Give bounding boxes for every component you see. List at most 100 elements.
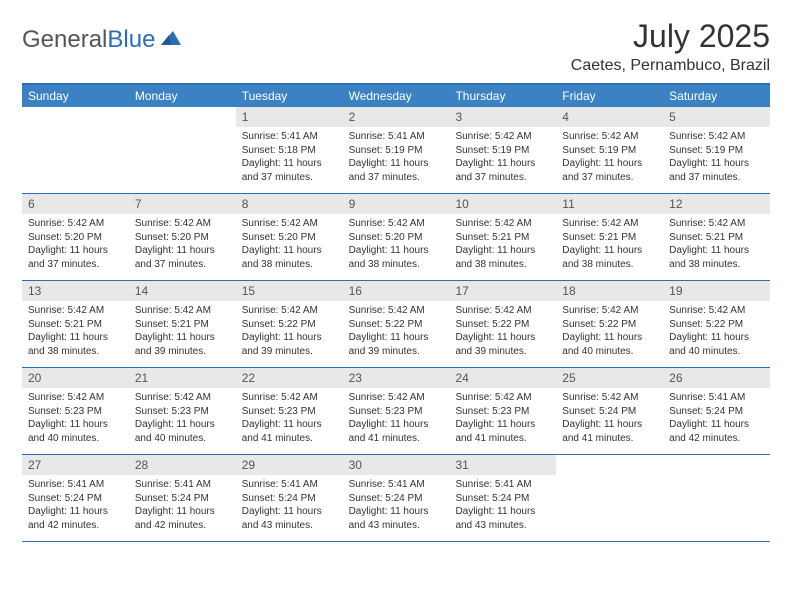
sunset-text: Sunset: 5:24 PM <box>28 492 123 506</box>
day-number: 27 <box>22 455 129 475</box>
day-number: 1 <box>236 107 343 127</box>
sunset-text: Sunset: 5:22 PM <box>349 318 444 332</box>
daylight-text: Daylight: 11 hours and 41 minutes. <box>562 418 657 445</box>
day-number: 14 <box>129 281 236 301</box>
day-cell: 9Sunrise: 5:42 AMSunset: 5:20 PMDaylight… <box>343 194 450 280</box>
sunset-text: Sunset: 5:21 PM <box>455 231 550 245</box>
day-content: Sunrise: 5:42 AMSunset: 5:21 PMDaylight:… <box>449 214 556 277</box>
daylight-text: Daylight: 11 hours and 38 minutes. <box>562 244 657 271</box>
daylight-text: Daylight: 11 hours and 38 minutes. <box>28 331 123 358</box>
sunrise-text: Sunrise: 5:41 AM <box>455 478 550 492</box>
day-cell: 30Sunrise: 5:41 AMSunset: 5:24 PMDayligh… <box>343 455 450 541</box>
sunset-text: Sunset: 5:23 PM <box>455 405 550 419</box>
weeks-container: 1Sunrise: 5:41 AMSunset: 5:18 PMDaylight… <box>22 107 770 542</box>
sunrise-text: Sunrise: 5:41 AM <box>242 130 337 144</box>
sunset-text: Sunset: 5:19 PM <box>455 144 550 158</box>
logo-text-blue: Blue <box>107 26 155 54</box>
day-cell: 7Sunrise: 5:42 AMSunset: 5:20 PMDaylight… <box>129 194 236 280</box>
sunrise-text: Sunrise: 5:42 AM <box>455 217 550 231</box>
sunrise-text: Sunrise: 5:42 AM <box>349 304 444 318</box>
day-number: 23 <box>343 368 450 388</box>
week-row: 27Sunrise: 5:41 AMSunset: 5:24 PMDayligh… <box>22 455 770 542</box>
sunset-text: Sunset: 5:21 PM <box>562 231 657 245</box>
day-cell: 23Sunrise: 5:42 AMSunset: 5:23 PMDayligh… <box>343 368 450 454</box>
sunrise-text: Sunrise: 5:42 AM <box>455 391 550 405</box>
day-number: 3 <box>449 107 556 127</box>
day-number: 8 <box>236 194 343 214</box>
day-content: Sunrise: 5:42 AMSunset: 5:23 PMDaylight:… <box>22 388 129 451</box>
daylight-text: Daylight: 11 hours and 37 minutes. <box>28 244 123 271</box>
daylight-text: Daylight: 11 hours and 39 minutes. <box>242 331 337 358</box>
sunset-text: Sunset: 5:21 PM <box>28 318 123 332</box>
daylight-text: Daylight: 11 hours and 42 minutes. <box>28 505 123 532</box>
daylight-text: Daylight: 11 hours and 41 minutes. <box>349 418 444 445</box>
day-number: 20 <box>22 368 129 388</box>
day-cell: 20Sunrise: 5:42 AMSunset: 5:23 PMDayligh… <box>22 368 129 454</box>
day-number: 30 <box>343 455 450 475</box>
weekday-header: Tuesday <box>236 85 343 107</box>
day-content: Sunrise: 5:42 AMSunset: 5:19 PMDaylight:… <box>449 127 556 190</box>
sunset-text: Sunset: 5:20 PM <box>28 231 123 245</box>
day-content: Sunrise: 5:42 AMSunset: 5:20 PMDaylight:… <box>129 214 236 277</box>
sunrise-text: Sunrise: 5:42 AM <box>562 391 657 405</box>
sunset-text: Sunset: 5:24 PM <box>349 492 444 506</box>
daylight-text: Daylight: 11 hours and 38 minutes. <box>242 244 337 271</box>
day-number: 15 <box>236 281 343 301</box>
day-number: 16 <box>343 281 450 301</box>
sunrise-text: Sunrise: 5:41 AM <box>669 391 764 405</box>
day-content: Sunrise: 5:42 AMSunset: 5:20 PMDaylight:… <box>22 214 129 277</box>
day-content: Sunrise: 5:42 AMSunset: 5:21 PMDaylight:… <box>22 301 129 364</box>
daylight-text: Daylight: 11 hours and 37 minutes. <box>349 157 444 184</box>
day-content: Sunrise: 5:42 AMSunset: 5:22 PMDaylight:… <box>663 301 770 364</box>
sunset-text: Sunset: 5:24 PM <box>135 492 230 506</box>
sunrise-text: Sunrise: 5:41 AM <box>28 478 123 492</box>
day-number: 13 <box>22 281 129 301</box>
sunrise-text: Sunrise: 5:42 AM <box>349 391 444 405</box>
daylight-text: Daylight: 11 hours and 39 minutes. <box>455 331 550 358</box>
sunrise-text: Sunrise: 5:41 AM <box>135 478 230 492</box>
day-content: Sunrise: 5:42 AMSunset: 5:23 PMDaylight:… <box>343 388 450 451</box>
sunset-text: Sunset: 5:19 PM <box>669 144 764 158</box>
day-cell: 2Sunrise: 5:41 AMSunset: 5:19 PMDaylight… <box>343 107 450 193</box>
sunrise-text: Sunrise: 5:41 AM <box>349 478 444 492</box>
day-number: 19 <box>663 281 770 301</box>
day-content: Sunrise: 5:41 AMSunset: 5:24 PMDaylight:… <box>236 475 343 538</box>
logo-text-gray: General <box>22 26 107 54</box>
day-cell: 8Sunrise: 5:42 AMSunset: 5:20 PMDaylight… <box>236 194 343 280</box>
sunset-text: Sunset: 5:21 PM <box>135 318 230 332</box>
week-row: 13Sunrise: 5:42 AMSunset: 5:21 PMDayligh… <box>22 281 770 368</box>
day-content: Sunrise: 5:42 AMSunset: 5:19 PMDaylight:… <box>556 127 663 190</box>
week-row: 1Sunrise: 5:41 AMSunset: 5:18 PMDaylight… <box>22 107 770 194</box>
day-cell: 29Sunrise: 5:41 AMSunset: 5:24 PMDayligh… <box>236 455 343 541</box>
day-cell: 26Sunrise: 5:41 AMSunset: 5:24 PMDayligh… <box>663 368 770 454</box>
month-title: July 2025 <box>571 18 770 55</box>
day-content: Sunrise: 5:42 AMSunset: 5:21 PMDaylight:… <box>556 214 663 277</box>
day-number: 26 <box>663 368 770 388</box>
sunset-text: Sunset: 5:24 PM <box>669 405 764 419</box>
day-content: Sunrise: 5:42 AMSunset: 5:20 PMDaylight:… <box>236 214 343 277</box>
day-cell: 14Sunrise: 5:42 AMSunset: 5:21 PMDayligh… <box>129 281 236 367</box>
day-content: Sunrise: 5:42 AMSunset: 5:21 PMDaylight:… <box>129 301 236 364</box>
weekday-header: Sunday <box>22 85 129 107</box>
day-cell <box>663 455 770 541</box>
day-number: 2 <box>343 107 450 127</box>
day-content: Sunrise: 5:42 AMSunset: 5:22 PMDaylight:… <box>556 301 663 364</box>
day-cell <box>22 107 129 193</box>
day-cell: 12Sunrise: 5:42 AMSunset: 5:21 PMDayligh… <box>663 194 770 280</box>
weekday-header: Saturday <box>663 85 770 107</box>
daylight-text: Daylight: 11 hours and 43 minutes. <box>242 505 337 532</box>
day-content: Sunrise: 5:42 AMSunset: 5:20 PMDaylight:… <box>343 214 450 277</box>
sunrise-text: Sunrise: 5:42 AM <box>562 130 657 144</box>
day-cell: 13Sunrise: 5:42 AMSunset: 5:21 PMDayligh… <box>22 281 129 367</box>
sunrise-text: Sunrise: 5:42 AM <box>135 304 230 318</box>
day-content: Sunrise: 5:42 AMSunset: 5:22 PMDaylight:… <box>449 301 556 364</box>
header: GeneralBlue July 2025 Caetes, Pernambuco… <box>22 18 770 75</box>
sunrise-text: Sunrise: 5:41 AM <box>349 130 444 144</box>
sunset-text: Sunset: 5:20 PM <box>135 231 230 245</box>
title-block: July 2025 Caetes, Pernambuco, Brazil <box>571 18 770 75</box>
day-number <box>22 107 129 111</box>
day-number <box>556 455 663 459</box>
logo: GeneralBlue <box>22 18 183 54</box>
daylight-text: Daylight: 11 hours and 40 minutes. <box>562 331 657 358</box>
daylight-text: Daylight: 11 hours and 38 minutes. <box>669 244 764 271</box>
